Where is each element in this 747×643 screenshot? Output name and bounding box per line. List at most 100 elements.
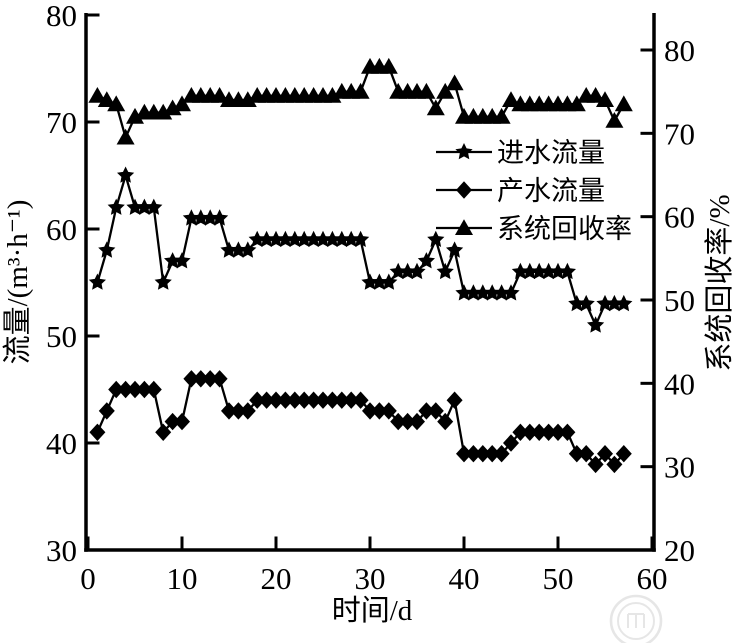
x-axis-title: 时间/d bbox=[332, 594, 413, 627]
diamond-marker bbox=[296, 391, 313, 409]
y-left-tick-label: 70 bbox=[46, 105, 77, 140]
star-marker bbox=[577, 294, 595, 312]
diamond-marker bbox=[427, 402, 444, 420]
star-marker bbox=[427, 230, 445, 247]
y-left-tick-label: 30 bbox=[46, 533, 77, 568]
diamond-marker bbox=[333, 391, 350, 409]
diamond-icon bbox=[456, 181, 472, 199]
diamond-marker bbox=[174, 412, 190, 431]
star-marker bbox=[286, 230, 304, 247]
triangle-marker bbox=[116, 128, 135, 145]
triangle-marker bbox=[567, 95, 586, 112]
star-marker bbox=[323, 230, 341, 247]
diamond-marker bbox=[615, 445, 632, 463]
diamond-marker bbox=[587, 455, 604, 474]
legend-label: 进水流量 bbox=[497, 138, 605, 168]
diamond-marker bbox=[108, 380, 125, 399]
x-tick-label: 0 bbox=[80, 561, 96, 596]
star-marker bbox=[211, 209, 229, 226]
diamond-marker bbox=[211, 370, 228, 388]
diamond-marker bbox=[456, 445, 472, 463]
diamond-marker bbox=[117, 380, 134, 399]
star-marker bbox=[220, 241, 238, 258]
diamond-marker bbox=[183, 370, 200, 388]
star-marker bbox=[493, 284, 511, 301]
diamond-marker bbox=[559, 423, 576, 441]
star-marker bbox=[568, 294, 586, 312]
diamond-marker bbox=[493, 445, 510, 463]
star-marker bbox=[474, 284, 492, 301]
diamond-marker bbox=[98, 402, 115, 420]
diamond-marker bbox=[465, 445, 482, 463]
triangle-marker bbox=[502, 91, 520, 107]
star-marker bbox=[117, 166, 135, 183]
x-tick-label: 60 bbox=[637, 561, 668, 596]
star-marker bbox=[521, 262, 539, 280]
star-marker bbox=[549, 262, 567, 280]
diamond-marker bbox=[418, 402, 435, 420]
star-marker bbox=[173, 252, 191, 269]
triangle-marker bbox=[107, 95, 126, 112]
diamond-marker bbox=[202, 370, 219, 388]
star-marker bbox=[192, 209, 210, 226]
diamond-marker bbox=[221, 402, 237, 420]
star-marker bbox=[276, 230, 294, 247]
star-marker bbox=[455, 284, 473, 301]
y-left-tick-label: 60 bbox=[46, 212, 77, 247]
diamond-marker bbox=[305, 391, 322, 409]
x-tick-label: 30 bbox=[355, 561, 386, 596]
diamond-marker bbox=[277, 391, 294, 409]
diamond-marker bbox=[503, 434, 519, 452]
diamond-marker bbox=[286, 391, 303, 409]
diamond-marker bbox=[352, 391, 369, 409]
legend-item-influent-flow: 进水流量 bbox=[436, 138, 605, 168]
x-tick-label: 10 bbox=[167, 561, 198, 596]
star-marker bbox=[605, 294, 623, 312]
star-marker bbox=[352, 230, 370, 247]
star-marker bbox=[380, 273, 398, 290]
triangle-marker bbox=[154, 103, 173, 120]
triangle-marker bbox=[238, 91, 257, 107]
star-marker bbox=[229, 241, 247, 258]
diamond-marker bbox=[230, 402, 247, 420]
star-marker bbox=[107, 198, 125, 215]
watermark-logo bbox=[609, 594, 663, 643]
diamond-marker bbox=[474, 445, 491, 463]
star-marker bbox=[182, 209, 200, 226]
star-marker bbox=[145, 198, 163, 215]
series-layer bbox=[88, 57, 633, 474]
star-marker bbox=[446, 241, 464, 258]
diamond-marker bbox=[437, 412, 454, 431]
diamond-marker bbox=[597, 445, 613, 463]
triangle-icon bbox=[455, 219, 473, 235]
triangle-marker bbox=[605, 112, 624, 128]
star-marker bbox=[511, 262, 529, 280]
triangle-marker bbox=[614, 95, 633, 112]
triangle-marker bbox=[586, 87, 605, 103]
diamond-marker bbox=[155, 423, 172, 441]
y-left-tick-label: 50 bbox=[46, 319, 77, 354]
y-right-tick-label: 30 bbox=[664, 450, 695, 485]
diamond-marker bbox=[484, 445, 501, 463]
star-marker bbox=[361, 273, 379, 290]
triangle-marker bbox=[426, 99, 445, 116]
right-axis-title: 系统回收率/% bbox=[703, 194, 736, 371]
legend-label: 产水流量 bbox=[497, 176, 605, 206]
axes-layer: 30 40 50 60 70 80 20 30 40 50 60 70 80 0 10 20 30 40 50 60 bbox=[46, 0, 695, 596]
triangle-marker bbox=[126, 107, 144, 124]
triangle-marker bbox=[173, 95, 191, 112]
triangle-marker bbox=[436, 82, 455, 99]
star-marker bbox=[248, 230, 266, 247]
legend-label: 系统回收率 bbox=[497, 214, 632, 244]
star-marker bbox=[98, 241, 116, 258]
diamond-marker bbox=[324, 391, 341, 409]
triangle-marker bbox=[97, 91, 116, 107]
star-icon bbox=[455, 143, 473, 160]
diamond-marker bbox=[399, 412, 416, 431]
triangle-marker bbox=[210, 87, 229, 103]
star-marker bbox=[417, 252, 435, 269]
star-marker bbox=[483, 284, 501, 301]
y-left-tick-label: 80 bbox=[46, 0, 77, 33]
star-marker bbox=[615, 294, 633, 312]
star-marker bbox=[596, 294, 614, 312]
